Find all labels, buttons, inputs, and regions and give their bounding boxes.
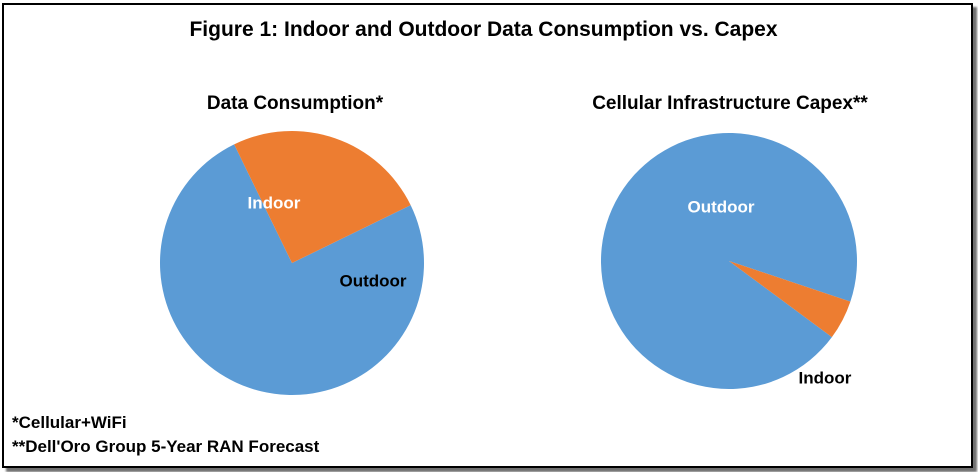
pie2-slice-outdoor [601,133,857,390]
pie2-label-indoor: Indoor [799,368,852,387]
chart-title-data-consumption: Data Consumption* [206,93,384,114]
pie2-label-outdoor: Outdoor [687,197,754,216]
pie1-slice-indoor [160,144,425,396]
pie1-label-indoor: Indoor [248,193,301,212]
pie1-slice-outdoor [234,131,411,263]
pie1-label-outdoor: Outdoor [339,271,406,290]
chart-title-capex: Cellular Infrastructure Capex** [592,93,868,114]
footnote-cellular-wifi: *Cellular+WiFi [12,413,127,432]
pie2-slice-indoor [729,261,851,338]
figure-title: Figure 1: Indoor and Outdoor Data Consum… [189,18,778,41]
footnote-delloro: **Dell'Oro Group 5-Year RAN Forecast [12,437,320,456]
